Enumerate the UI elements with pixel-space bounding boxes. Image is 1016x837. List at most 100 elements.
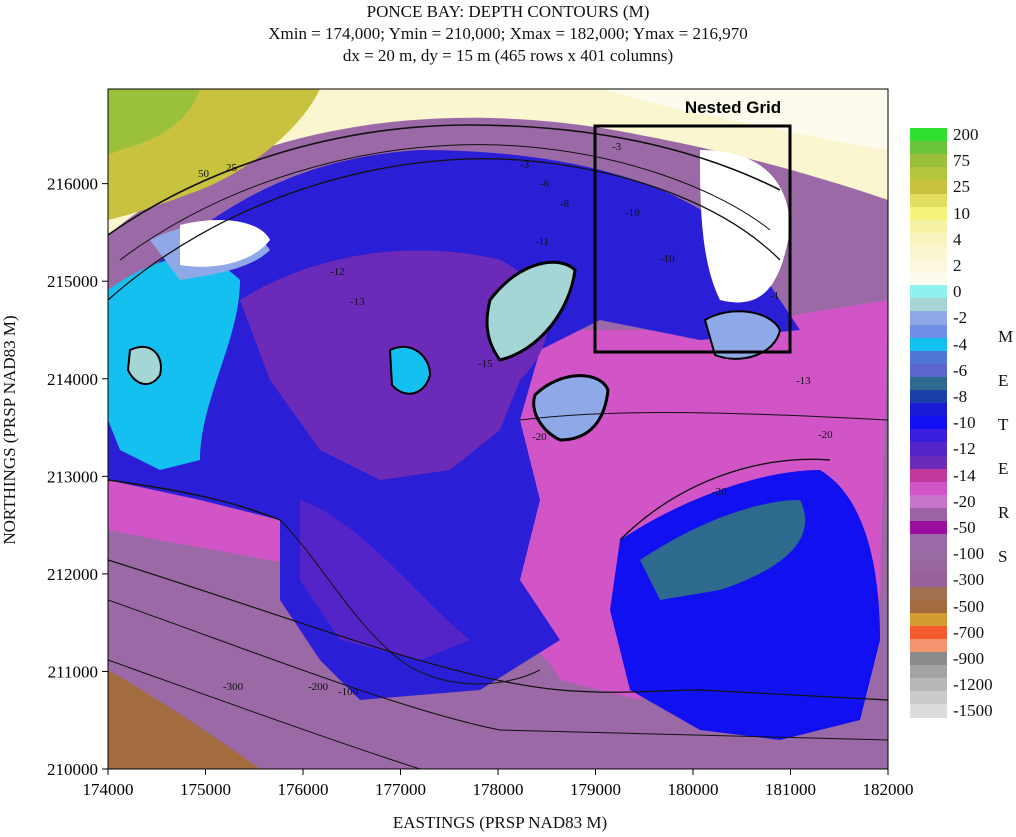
legend-entry: -1500 xyxy=(910,701,1016,726)
legend-swatch xyxy=(910,350,947,365)
legend-entry xyxy=(910,481,1016,504)
contour-label: -20 xyxy=(712,486,727,498)
legend-swatch xyxy=(910,560,947,574)
legend-label: 4 xyxy=(953,229,962,249)
legend-swatch xyxy=(910,678,947,692)
legend-label: 75 xyxy=(953,151,970,171)
legend-swatch xyxy=(910,494,947,509)
legend-entry xyxy=(910,219,1016,242)
contour-label: -20 xyxy=(532,431,547,443)
contour-label: -13 xyxy=(350,296,365,308)
legend-unit-letter: M xyxy=(998,327,1014,346)
legend-label: -1200 xyxy=(953,675,993,695)
nested-grid-label: Nested Grid xyxy=(685,98,781,117)
contour-label: -13 xyxy=(796,375,811,387)
contour-label: 50 xyxy=(198,168,210,180)
contour-label: -3 xyxy=(520,159,530,171)
contour-label: -8 xyxy=(560,198,570,210)
legend-swatch xyxy=(910,455,947,470)
legend-swatch xyxy=(910,232,947,247)
x-axis-ticks: 174000 175000 176000 177000 178000 179000 1800… xyxy=(83,769,914,799)
legend-entry: -2 xyxy=(910,308,1016,333)
legend-label: -4 xyxy=(953,334,968,354)
legend-swatch xyxy=(910,259,947,273)
legend-entry xyxy=(910,665,1016,687)
contour-label: -12 xyxy=(330,266,345,278)
legend-entry: -50 xyxy=(910,518,1016,543)
legend-label: -6 xyxy=(953,360,968,380)
legend-unit-letter: S xyxy=(998,547,1008,566)
legend-entry: 4 xyxy=(910,229,1016,255)
contour-label: -10 xyxy=(625,207,640,219)
legend-swatch xyxy=(910,638,947,653)
legend-label: 2 xyxy=(953,256,962,275)
legend-entry xyxy=(910,245,1016,268)
legend-label: 0 xyxy=(953,282,962,302)
legend-label: 25 xyxy=(953,177,970,197)
legend-swatch xyxy=(910,704,947,718)
legend-swatch xyxy=(910,481,947,496)
contour-label: -300 xyxy=(223,681,244,693)
legend-entry xyxy=(910,691,1016,713)
x-tick-label: 180000 xyxy=(668,780,719,799)
contour-label: -6 xyxy=(540,178,550,190)
legend-entry xyxy=(910,507,1016,530)
legend-swatch xyxy=(910,324,947,339)
map-title: PONCE BAY: DEPTH CONTOURS (M) xyxy=(366,2,650,21)
legend-swatch xyxy=(910,665,947,679)
contour-label: -10 xyxy=(660,253,675,265)
legend-swatch xyxy=(910,141,947,155)
legend-label: -300 xyxy=(953,570,985,590)
legend-entry xyxy=(910,167,1016,189)
legend-entry: -14 xyxy=(910,466,1016,491)
legend-swatch xyxy=(910,691,947,705)
legend-swatch xyxy=(910,298,947,312)
legend-label: -12 xyxy=(953,439,976,459)
y-tick-label: 215000 xyxy=(47,272,98,291)
legend-swatch xyxy=(910,390,947,404)
legend-swatch xyxy=(910,193,947,208)
contour-label: -3 xyxy=(612,141,622,153)
legend-entry xyxy=(910,193,1016,216)
legend-entry xyxy=(910,534,1016,556)
legend-swatch xyxy=(910,521,947,535)
legend-entry: 10 xyxy=(910,204,1016,229)
legend-entry: -100 xyxy=(910,544,1016,569)
legend-swatch xyxy=(910,219,947,234)
legend-swatch xyxy=(910,337,947,352)
contour-label: -11 xyxy=(535,236,549,248)
legend-entry: -12 xyxy=(910,439,1016,464)
legend-entry xyxy=(910,429,1016,451)
legend-label: -20 xyxy=(953,491,976,511)
y-axis-title: NORTHINGS (PRSP NAD83 M) xyxy=(0,315,19,545)
legend-entry: 25 xyxy=(910,177,1016,202)
legend-swatch xyxy=(910,468,947,483)
legend-entry: -20 xyxy=(910,491,1016,517)
legend-label: -1500 xyxy=(953,701,993,721)
legend-swatch xyxy=(910,376,947,391)
x-tick-label: 178000 xyxy=(473,780,524,799)
map-plot-area xyxy=(108,89,888,769)
legend-entry: 200 xyxy=(910,125,1016,150)
legend-entry xyxy=(910,560,1016,582)
x-tick-label: 177000 xyxy=(375,780,426,799)
map-grid-line: dx = 20 m, dy = 15 m (465 rows x 401 col… xyxy=(342,46,674,65)
y-tick-label: 213000 xyxy=(47,467,98,486)
x-tick-label: 182000 xyxy=(863,780,914,799)
legend-entry: -1200 xyxy=(910,675,1016,700)
legend-swatch xyxy=(910,652,947,666)
legend-label: -2 xyxy=(953,308,968,328)
legend-label: -10 xyxy=(953,413,976,433)
legend-swatch xyxy=(910,206,947,221)
legend-entry xyxy=(910,141,1016,163)
legend-unit-letter: E xyxy=(998,371,1009,390)
x-tick-label: 181000 xyxy=(765,780,816,799)
legend-swatch xyxy=(910,599,947,614)
legend-entry: 75 xyxy=(910,151,1016,176)
y-axis-ticks: 210000 211000 212000 213000 214000 215000 2160… xyxy=(47,175,108,779)
legend-swatch xyxy=(910,612,947,627)
legend-entry xyxy=(910,612,1016,635)
legend-swatch xyxy=(910,128,947,142)
legend-label: -100 xyxy=(953,544,985,564)
legend-swatch xyxy=(910,272,947,286)
